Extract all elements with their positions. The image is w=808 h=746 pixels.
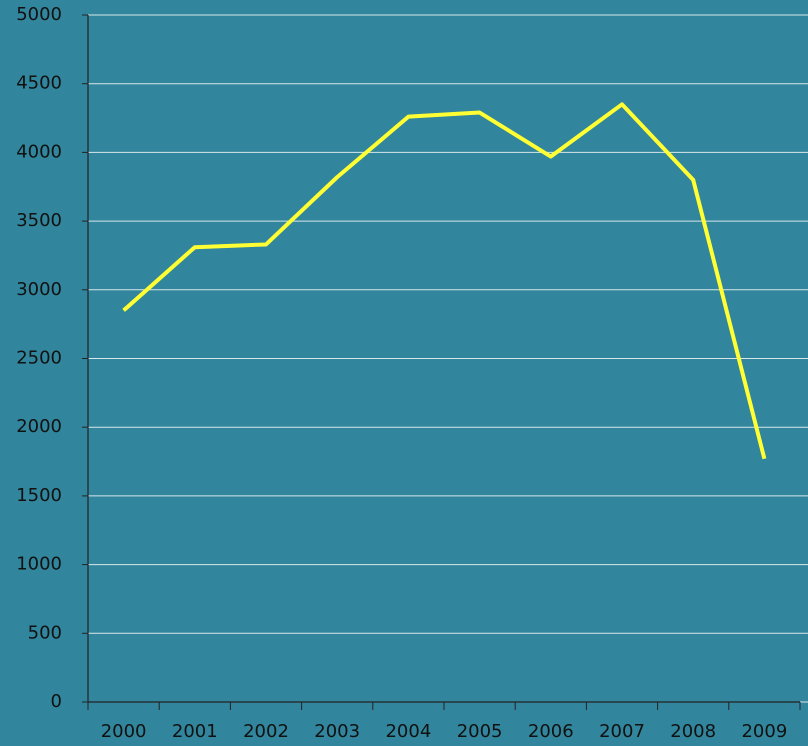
y-tick-label: 0 <box>51 691 62 712</box>
y-tick-label: 4500 <box>16 73 62 94</box>
x-tick-label: 2002 <box>243 721 289 742</box>
x-tick-label: 2009 <box>741 721 787 742</box>
y-tick-label: 5000 <box>16 4 62 25</box>
x-tick-label: 2007 <box>599 721 645 742</box>
x-tick-label: 2000 <box>101 721 147 742</box>
x-tick-label: 2001 <box>172 721 218 742</box>
x-tick-label: 2008 <box>670 721 716 742</box>
y-tick-label: 2000 <box>16 416 62 437</box>
y-tick-label: 500 <box>28 622 62 643</box>
y-tick-label: 3500 <box>16 210 62 231</box>
y-tick-label: 1000 <box>16 554 62 575</box>
x-tick-label: 2004 <box>385 721 431 742</box>
x-tick-label: 2006 <box>528 721 574 742</box>
x-tick-label: 2005 <box>457 721 503 742</box>
y-tick-label: 1500 <box>16 485 62 506</box>
y-tick-label: 3000 <box>16 279 62 300</box>
x-tick-label: 2003 <box>314 721 360 742</box>
y-tick-label: 4000 <box>16 141 62 162</box>
data-line <box>122 102 767 460</box>
y-tick-label: 2500 <box>16 348 62 369</box>
